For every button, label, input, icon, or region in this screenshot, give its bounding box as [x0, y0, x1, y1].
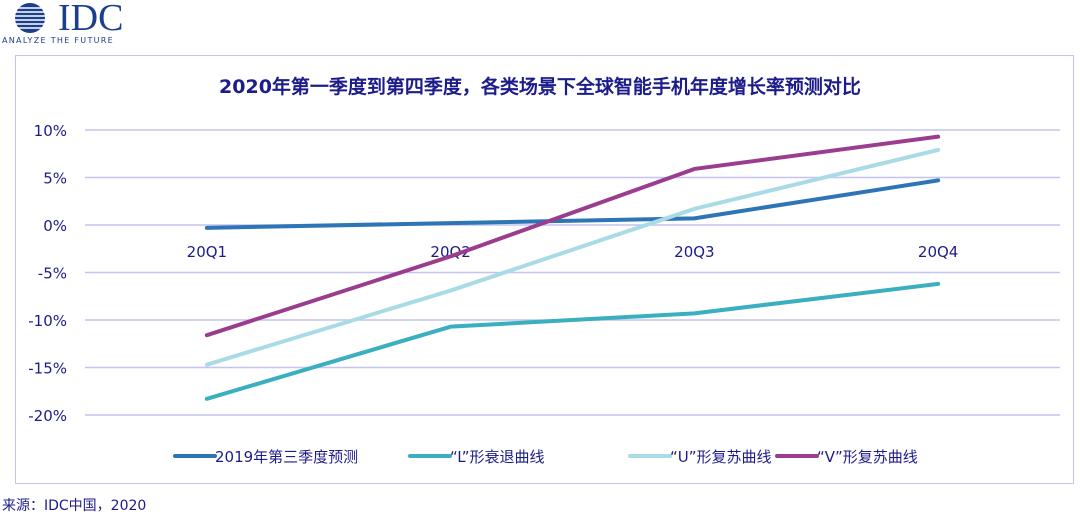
y-tick-label: -5% [38, 265, 67, 283]
series-line-0 [204, 178, 941, 230]
logo-tagline: ANALYZE THE FUTURE [2, 36, 115, 45]
globe-icon [0, 3, 56, 33]
y-tick-label: -10% [28, 312, 67, 330]
y-tick-label: 10% [34, 122, 67, 140]
logo-text: IDC [58, 0, 124, 39]
y-tick-label: 5% [43, 170, 67, 188]
legend-label: “L”形衰退曲线 [450, 448, 545, 466]
idc-logo: IDC ANALYZE THE FUTURE [0, 0, 140, 48]
series-line-2 [204, 147, 941, 367]
series-line-3 [204, 134, 941, 338]
chart-title: 2020年第一季度到第四季度，各类场景下全球智能手机年度增长率预测对比 [219, 76, 861, 98]
legend-label: “V”形复苏曲线 [817, 448, 918, 466]
legend-label: 2019年第三季度预测 [215, 448, 358, 466]
x-tick-label: 20Q2 [430, 243, 470, 261]
y-tick-label: -15% [28, 360, 67, 378]
y-tick-label: -20% [28, 407, 67, 425]
x-tick-label: 20Q1 [187, 243, 227, 261]
source-note: 来源：IDC中国，2020 [2, 498, 147, 514]
x-tick-label: 20Q3 [674, 243, 714, 261]
legend-label: “U”形复苏曲线 [670, 448, 772, 466]
chart-frame [15, 55, 1074, 484]
series-line-1 [204, 281, 941, 401]
y-tick-label: 0% [43, 217, 67, 235]
x-tick-label: 20Q4 [918, 243, 958, 261]
